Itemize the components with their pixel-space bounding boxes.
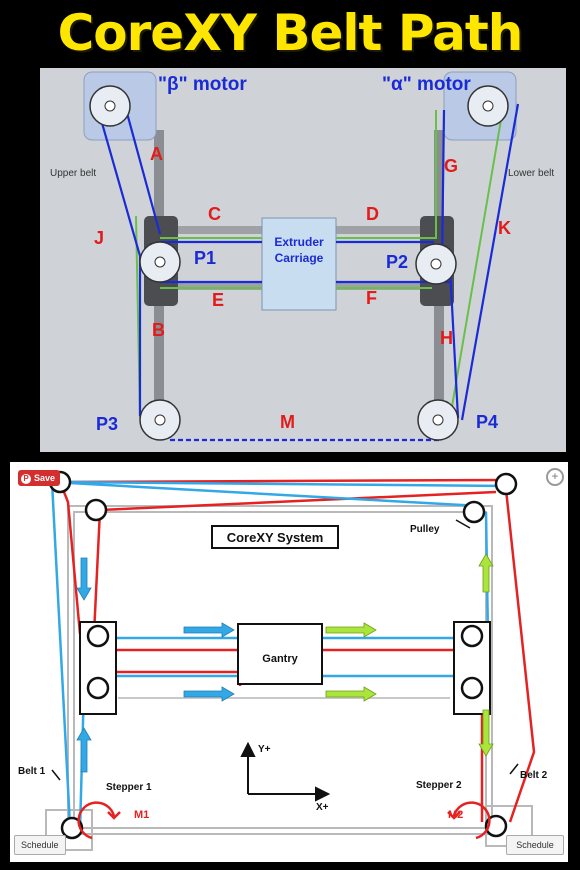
segment-label-g: G [444, 156, 458, 176]
gantry-label: Gantry [262, 653, 298, 665]
m1-rotation-arrow [77, 801, 121, 840]
segment-label-h: H [440, 328, 453, 348]
pulley-label: Pulley [410, 524, 440, 535]
y-axis-label: Y+ [258, 744, 271, 755]
lower-belt-green [135, 110, 503, 419]
pulley-label-p2: P2 [386, 252, 408, 272]
schedule-button-left[interactable]: Schedule [14, 835, 66, 855]
system-title: CoreXY System [227, 530, 324, 545]
pulley-top-right-inner [462, 500, 486, 524]
pulley-p2 [415, 243, 457, 285]
stepper-1-pulley [60, 816, 84, 840]
segment-label-j: J [94, 228, 104, 248]
corexy-belt-path-diagram: "β" motor "α" motor Upper belt Lower bel… [40, 68, 566, 452]
pulley-label-p4: P4 [476, 412, 498, 432]
axis-arrows [240, 741, 331, 802]
pulley-p3 [139, 399, 181, 441]
green-arrows [325, 553, 494, 757]
x-axis-label: X+ [316, 802, 329, 813]
segment-label-k: K [498, 218, 511, 238]
pulley-left-upper [86, 624, 110, 648]
segment-label-d: D [366, 204, 379, 224]
pulley-right-lower [460, 676, 484, 700]
carriage-label-2: Carriage [275, 251, 324, 265]
belt2-label: Belt 2 [520, 770, 548, 781]
lower-belt-label: Lower belt [508, 168, 554, 179]
blue-arrows [76, 557, 235, 773]
corexy-system-diagram: CoreXY System Gantry Pulley Belt 1 Belt … [10, 462, 568, 862]
page-title: CoreXY Belt Path [57, 4, 524, 62]
motor-beta-label: "β" motor [158, 74, 247, 95]
pulley-left-lower [86, 676, 110, 700]
upper-belt-label: Upper belt [50, 168, 96, 179]
pulley-label-p1: P1 [194, 248, 216, 268]
save-button[interactable]: P Save [18, 470, 61, 486]
extruder-carriage [261, 217, 337, 311]
pulley-leader [455, 519, 471, 529]
belt1-label: Belt 1 [18, 766, 46, 777]
segment-label-m: M [280, 412, 295, 432]
carriage-label-1: Extruder [274, 235, 324, 249]
schedule-left-label: Schedule [21, 840, 59, 850]
m2-rotation-arrow [447, 801, 491, 840]
pinterest-icon: P [21, 473, 31, 484]
pulley-right-upper [460, 624, 484, 648]
segment-label-b: B [152, 320, 165, 340]
gantry-box [237, 623, 323, 685]
stepper-2-pulley [484, 814, 508, 838]
stepper1-label: Stepper 1 [106, 782, 152, 793]
schedule-right-label: Schedule [516, 840, 554, 850]
belt1-leader [51, 769, 61, 781]
segment-label-f: F [366, 288, 377, 308]
segment-label-e: E [212, 290, 224, 310]
save-button-label: Save [34, 473, 56, 483]
motor-alpha-label: "α" motor [382, 74, 471, 95]
pulley-p4 [417, 399, 459, 441]
belt2-leader [509, 763, 519, 775]
belt-path-svg: "β" motor "α" motor Upper belt Lower bel… [50, 71, 554, 442]
segment-label-c: C [208, 204, 221, 224]
upper-belt-blue [94, 101, 520, 442]
m2-label: M2 [448, 809, 463, 821]
corexy-system-svg: CoreXY System Gantry Pulley Belt 1 Belt … [18, 470, 548, 851]
pulley-top-left-inner [84, 498, 108, 522]
m1-label: M1 [134, 809, 149, 821]
beta-motor-pulley [89, 85, 131, 127]
belt-blue [50, 480, 511, 831]
alpha-motor-pulley [467, 85, 509, 127]
segment-label-a: A [150, 144, 163, 164]
pulley-label-p3: P3 [96, 414, 118, 434]
pulley-top-right-outer [494, 472, 518, 496]
system-title-box [211, 525, 339, 549]
stepper2-label: Stepper 2 [416, 780, 462, 791]
schedule-button-right[interactable]: Schedule [506, 835, 564, 855]
pulley-p1 [139, 241, 181, 283]
zoom-icon[interactable]: + [546, 468, 564, 486]
